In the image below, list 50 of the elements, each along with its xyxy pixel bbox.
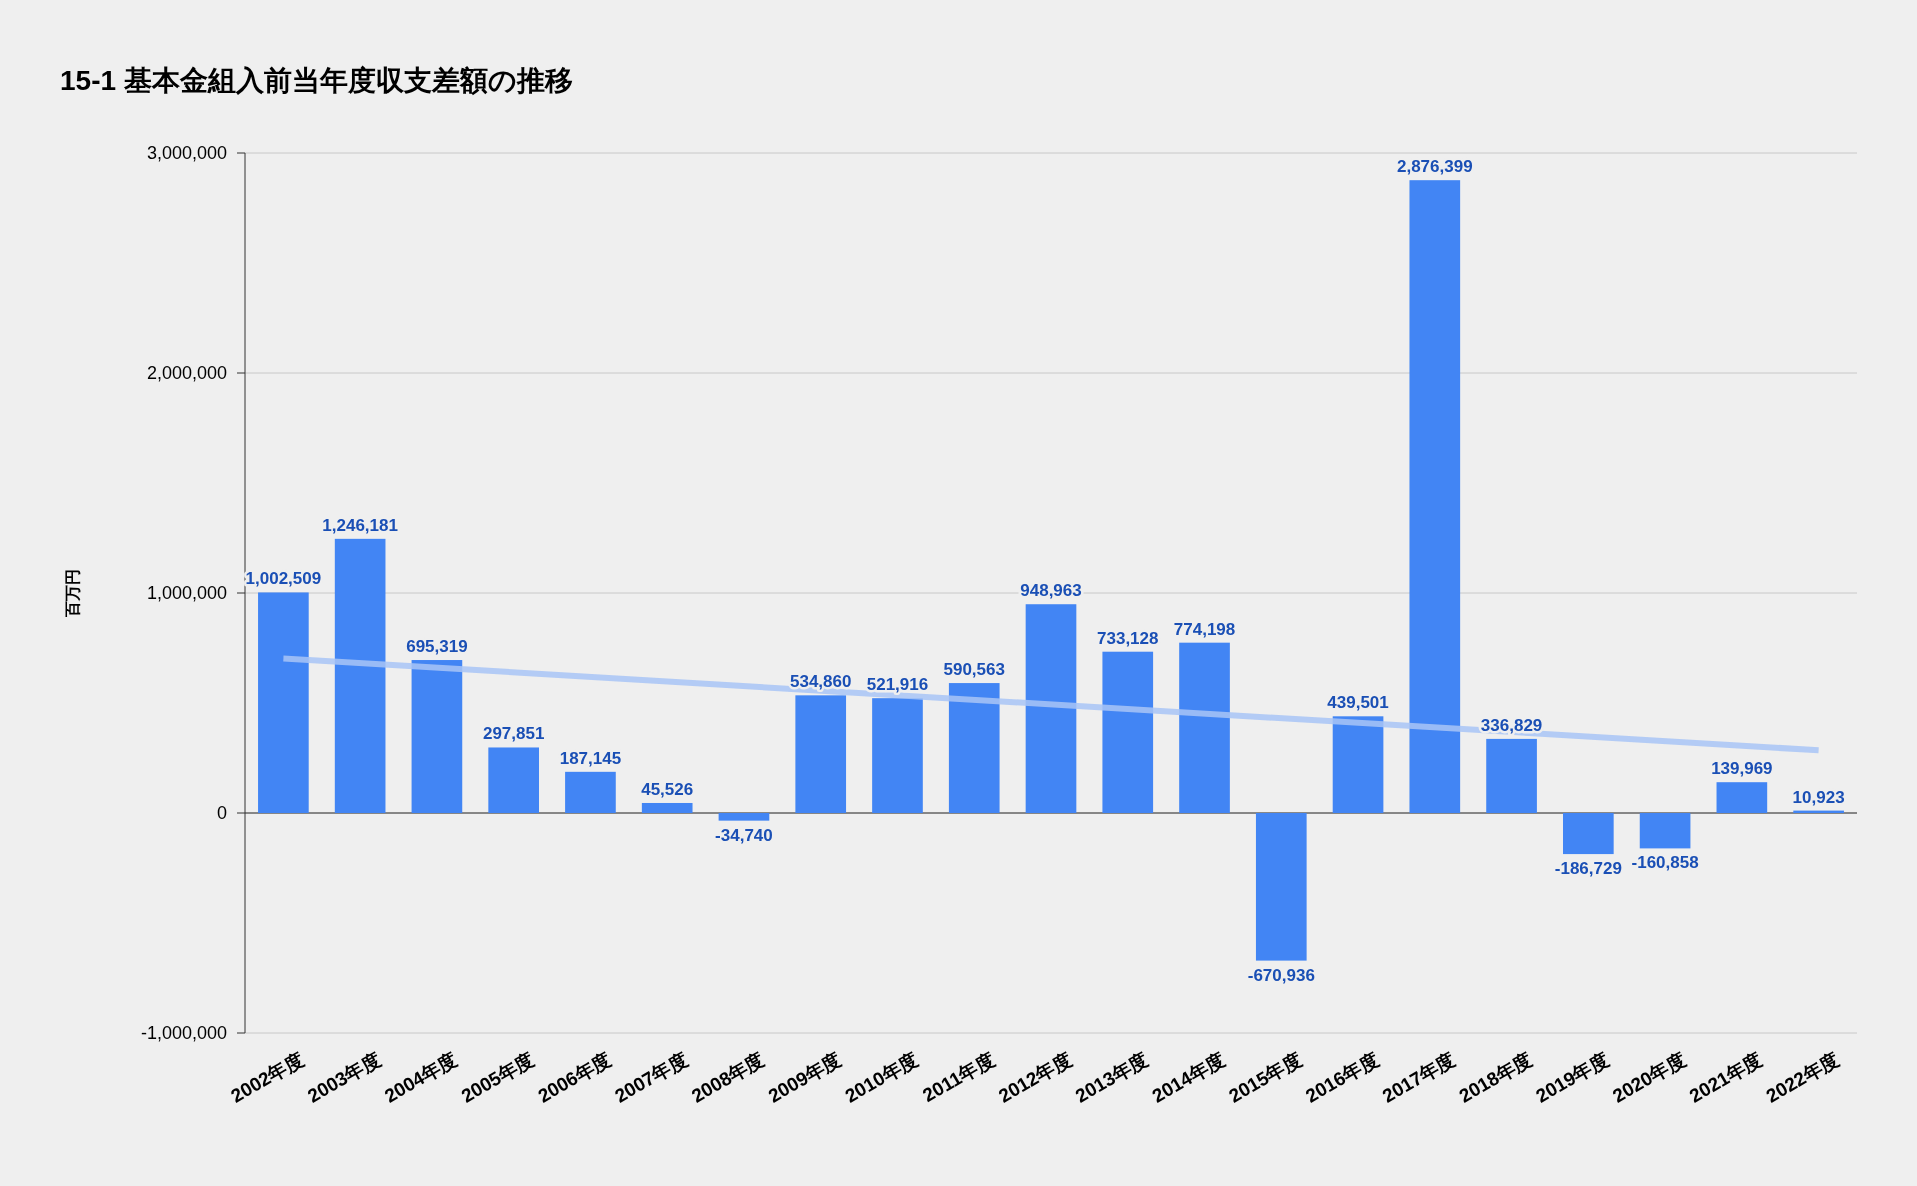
y-tick-label: 0 [216,803,227,823]
y-axis-title: 百万円 [64,569,81,618]
data-label: -34,740 [715,825,773,845]
bar [1716,782,1768,813]
data-label: 10,923 [1792,787,1845,807]
y-tick-label: 3,000,000 [146,143,227,163]
bar [718,813,770,821]
bar [488,747,539,813]
data-label: 733,128 [1097,628,1159,648]
data-label: 1,246,181 [322,515,398,535]
data-label: 439,501 [1327,693,1389,713]
bar [1409,180,1461,813]
bar [1563,813,1614,855]
data-label: 774,198 [1173,619,1236,639]
bar [411,660,463,813]
bar [1486,738,1537,813]
data-label: 948,963 [1020,581,1082,601]
bar [948,683,1000,813]
data-label: 187,145 [559,748,622,768]
data-label: 534,860 [789,672,852,692]
y-tick-label: 2,000,000 [146,363,227,383]
bar [1179,642,1230,813]
bar [334,538,386,813]
data-label: 695,319 [406,637,468,657]
data-label: 1,002,509 [245,569,322,589]
data-label: 45,526 [641,779,694,799]
bar [872,698,923,813]
data-label: 590,563 [943,660,1005,680]
bar [641,802,693,813]
bar [1255,813,1307,961]
data-label: -670,936 [1247,965,1315,985]
data-label: 2,876,399 [1396,157,1473,177]
data-label: -186,729 [1554,859,1622,879]
data-label: 521,916 [866,675,929,695]
y-tick-label: -1,000,000 [140,1023,227,1043]
bar [795,695,847,813]
data-label: 336,829 [1480,715,1543,735]
data-label: 297,851 [482,724,545,744]
bar [565,771,616,813]
bar [1332,716,1384,813]
bar [1025,604,1077,813]
x-tick-label: 2011年度 [919,1048,999,1107]
chart-title: 15-1 基本金組入前当年度収支差額の推移 [60,65,573,96]
x-tick-label: 2002年度 [227,1048,308,1107]
bar [1102,651,1154,813]
bar [258,592,309,813]
data-label: -160,858 [1631,853,1699,873]
y-tick-label: 1,000,000 [146,583,227,603]
bar [1639,813,1691,849]
data-label: 139,969 [1711,759,1773,779]
